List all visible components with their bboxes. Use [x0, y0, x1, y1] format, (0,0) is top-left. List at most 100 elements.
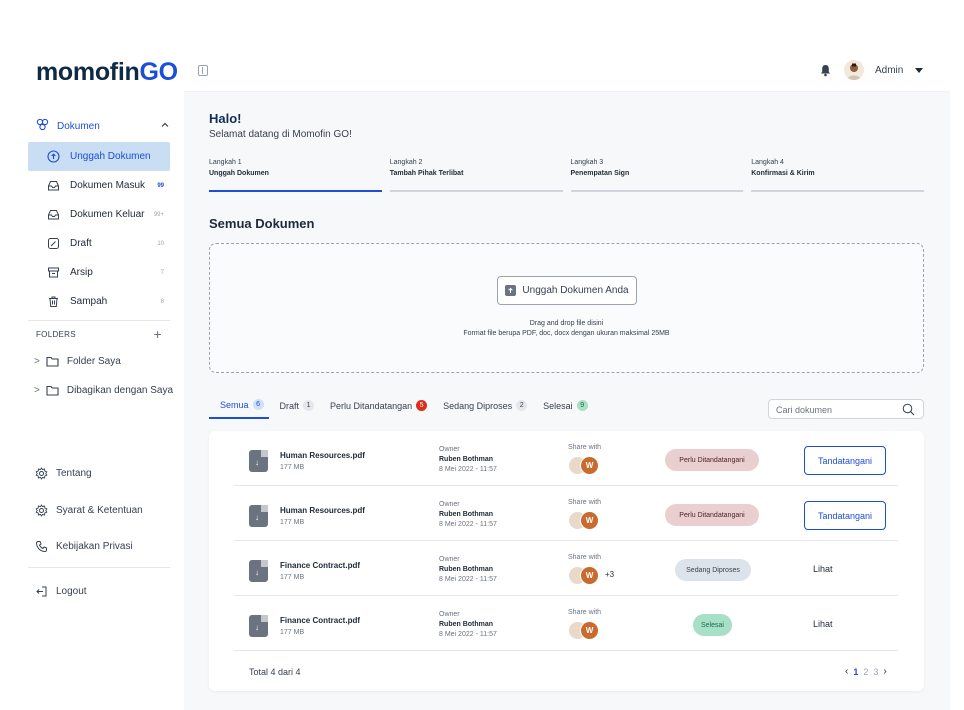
- file-download-icon[interactable]: ↓: [249, 615, 268, 637]
- upload-button-label: Unggah Dokumen Anda: [522, 285, 629, 296]
- tab-selesai[interactable]: Selesai 9: [532, 399, 593, 419]
- file-download-icon[interactable]: ↓: [249, 450, 268, 472]
- tab-perlu-ditandatangan[interactable]: Perlu Ditandatangan 5: [319, 399, 432, 419]
- add-folder-icon[interactable]: +: [153, 326, 162, 342]
- sign-button[interactable]: Tandatangani: [804, 501, 886, 530]
- greeting-subtitle: Selamat datang di Momofin GO!: [209, 129, 352, 140]
- page-2[interactable]: 2: [863, 666, 869, 677]
- bell-icon[interactable]: [820, 64, 831, 82]
- sign-button[interactable]: Tandatangani: [804, 446, 886, 475]
- file-name[interactable]: Finance Contract.pdf: [280, 616, 361, 625]
- documents-icon: [36, 118, 49, 134]
- file-name[interactable]: Human Resources.pdf: [280, 451, 365, 460]
- brand-name: momofin: [36, 58, 140, 86]
- user-avatar[interactable]: [844, 60, 864, 80]
- outbox-icon: [46, 208, 60, 222]
- tab-semua[interactable]: Semua 6: [209, 399, 269, 419]
- upload-document-button[interactable]: Unggah Dokumen Anda: [497, 276, 637, 305]
- inbox-icon: [46, 179, 60, 193]
- sidebar-item-label: Unggah Dokumen: [70, 151, 151, 162]
- share-label: Share with: [568, 499, 602, 506]
- page-3[interactable]: 3: [873, 666, 879, 677]
- main-content: Halo! Selamat datang di Momofin GO! Lang…: [184, 92, 950, 710]
- document-tabs: Semua 6 Draft 1 Perlu Ditandatangan 5 Se…: [209, 399, 593, 419]
- table-row[interactable]: ↓ Finance Contract.pdf 177 MB Owner Rube…: [234, 541, 898, 596]
- owner-label: Owner: [439, 501, 460, 508]
- nav-group-header[interactable]: Dokumen: [28, 115, 170, 137]
- brand-logo[interactable]: momofinGO: [36, 58, 178, 87]
- step-1[interactable]: Langkah 1 Unggah Dokumen: [209, 159, 382, 192]
- tab-count-badge: 2: [516, 400, 528, 411]
- more-shared-count: +3: [605, 570, 615, 579]
- sidebar-item-label: Kebijakan Privasi: [56, 540, 133, 552]
- tab-draft[interactable]: Draft 1: [269, 399, 320, 419]
- brand-go: GO: [139, 58, 178, 86]
- status-badge: Perlu Ditandatangani: [665, 449, 759, 471]
- stepper: Langkah 1 Unggah Dokumen Langkah 2 Tamba…: [209, 159, 924, 192]
- prev-page-icon[interactable]: ‹: [845, 666, 849, 677]
- file-download-icon[interactable]: ↓: [249, 505, 268, 527]
- sidebar-item-dokumen-masuk[interactable]: Dokumen Masuk 99: [28, 171, 170, 200]
- status-badge: Sedang Diproses: [675, 559, 751, 581]
- search-input[interactable]: [776, 403, 896, 416]
- sidebar-item-sampah[interactable]: Sampah 8: [28, 287, 170, 316]
- upload-dropzone[interactable]: Unggah Dokumen Anda Drag and drop file d…: [209, 243, 924, 373]
- file-name[interactable]: Finance Contract.pdf: [280, 561, 361, 570]
- shared-avatars[interactable]: W: [568, 511, 628, 530]
- folder-item-folder-saya[interactable]: > Folder Saya: [34, 356, 121, 367]
- count-badge: 7: [160, 269, 164, 276]
- tab-label: Sedang Diproses: [443, 400, 513, 411]
- shared-avatars[interactable]: W: [568, 621, 628, 640]
- draft-icon: [46, 237, 60, 251]
- file-name[interactable]: Human Resources.pdf: [280, 506, 365, 515]
- step-number: Langkah 3: [570, 159, 604, 166]
- sidebar-item-tentang[interactable]: Tentang: [34, 466, 92, 480]
- table-row[interactable]: ↓ Human Resources.pdf 177 MB Owner Ruben…: [234, 486, 898, 541]
- avatar: W: [580, 511, 599, 530]
- count-badge: 99: [157, 182, 164, 189]
- view-link[interactable]: Lihat: [813, 619, 833, 629]
- file-size: 177 MB: [280, 519, 305, 526]
- chevron-right-icon: >: [34, 385, 40, 396]
- chevron-up-icon: [160, 120, 170, 133]
- owner-name: Ruben Bothman: [439, 566, 494, 573]
- owner-label: Owner: [439, 556, 460, 563]
- sidebar-toggle-icon[interactable]: [198, 65, 208, 76]
- tab-label: Semua: [220, 399, 249, 410]
- status-badge: Selesai: [693, 614, 732, 636]
- greeting-title: Halo!: [209, 111, 242, 126]
- owner-name: Ruben Bothman: [439, 456, 494, 463]
- shared-avatars[interactable]: W +3: [568, 566, 628, 585]
- step-3[interactable]: Langkah 3 Penempatan Sign: [570, 159, 744, 192]
- table-row[interactable]: ↓ Finance Contract.pdf 177 MB Owner Rube…: [234, 596, 898, 651]
- folder-item-dibagikan[interactable]: > Dibagikan dengan Saya: [34, 385, 173, 396]
- sidebar-item-syarat[interactable]: Syarat & Ketentuan: [34, 503, 143, 517]
- sidebar-item-label: Sampah: [70, 296, 108, 307]
- step-4[interactable]: Langkah 4 Konfirmasi & Kirim: [751, 159, 924, 192]
- sidebar-item-draft[interactable]: Draft 10: [28, 229, 170, 258]
- user-name[interactable]: Admin: [875, 65, 904, 76]
- search-icon[interactable]: [902, 403, 915, 421]
- view-link[interactable]: Lihat: [813, 564, 833, 574]
- step-number: Langkah 1: [209, 159, 242, 166]
- next-page-icon[interactable]: ›: [883, 666, 887, 677]
- sidebar-item-kebijakan[interactable]: Kebijakan Privasi: [34, 539, 133, 553]
- owner-label: Owner: [439, 446, 460, 453]
- sidebar-item-arsip[interactable]: Arsip 7: [28, 258, 170, 287]
- sidebar-divider: [28, 567, 170, 568]
- document-date: 8 Mei 2022 - 11:57: [439, 576, 497, 583]
- logout-button[interactable]: Logout: [34, 584, 87, 598]
- step-2[interactable]: Langkah 2 Tambah Pihak Terlibat: [389, 159, 563, 192]
- page-1[interactable]: 1: [853, 666, 859, 677]
- shared-avatars[interactable]: W: [568, 456, 628, 475]
- sidebar-item-label: Syarat & Ketentuan: [56, 504, 143, 516]
- upload-icon: [46, 150, 60, 164]
- tab-sedang-diproses[interactable]: Sedang Diproses 2: [432, 399, 532, 419]
- caret-down-icon[interactable]: [915, 68, 923, 73]
- folder-icon: [46, 385, 59, 396]
- sidebar-item-unggah-dokumen[interactable]: Unggah Dokumen: [28, 142, 170, 171]
- table-row[interactable]: ↓ Human Resources.pdf 177 MB Owner Ruben…: [234, 431, 898, 486]
- file-download-icon[interactable]: ↓: [249, 560, 268, 582]
- sidebar-item-dokumen-keluar[interactable]: Dokumen Keluar 99+: [28, 200, 170, 229]
- sidebar-item-label: Dokumen Masuk: [70, 180, 146, 191]
